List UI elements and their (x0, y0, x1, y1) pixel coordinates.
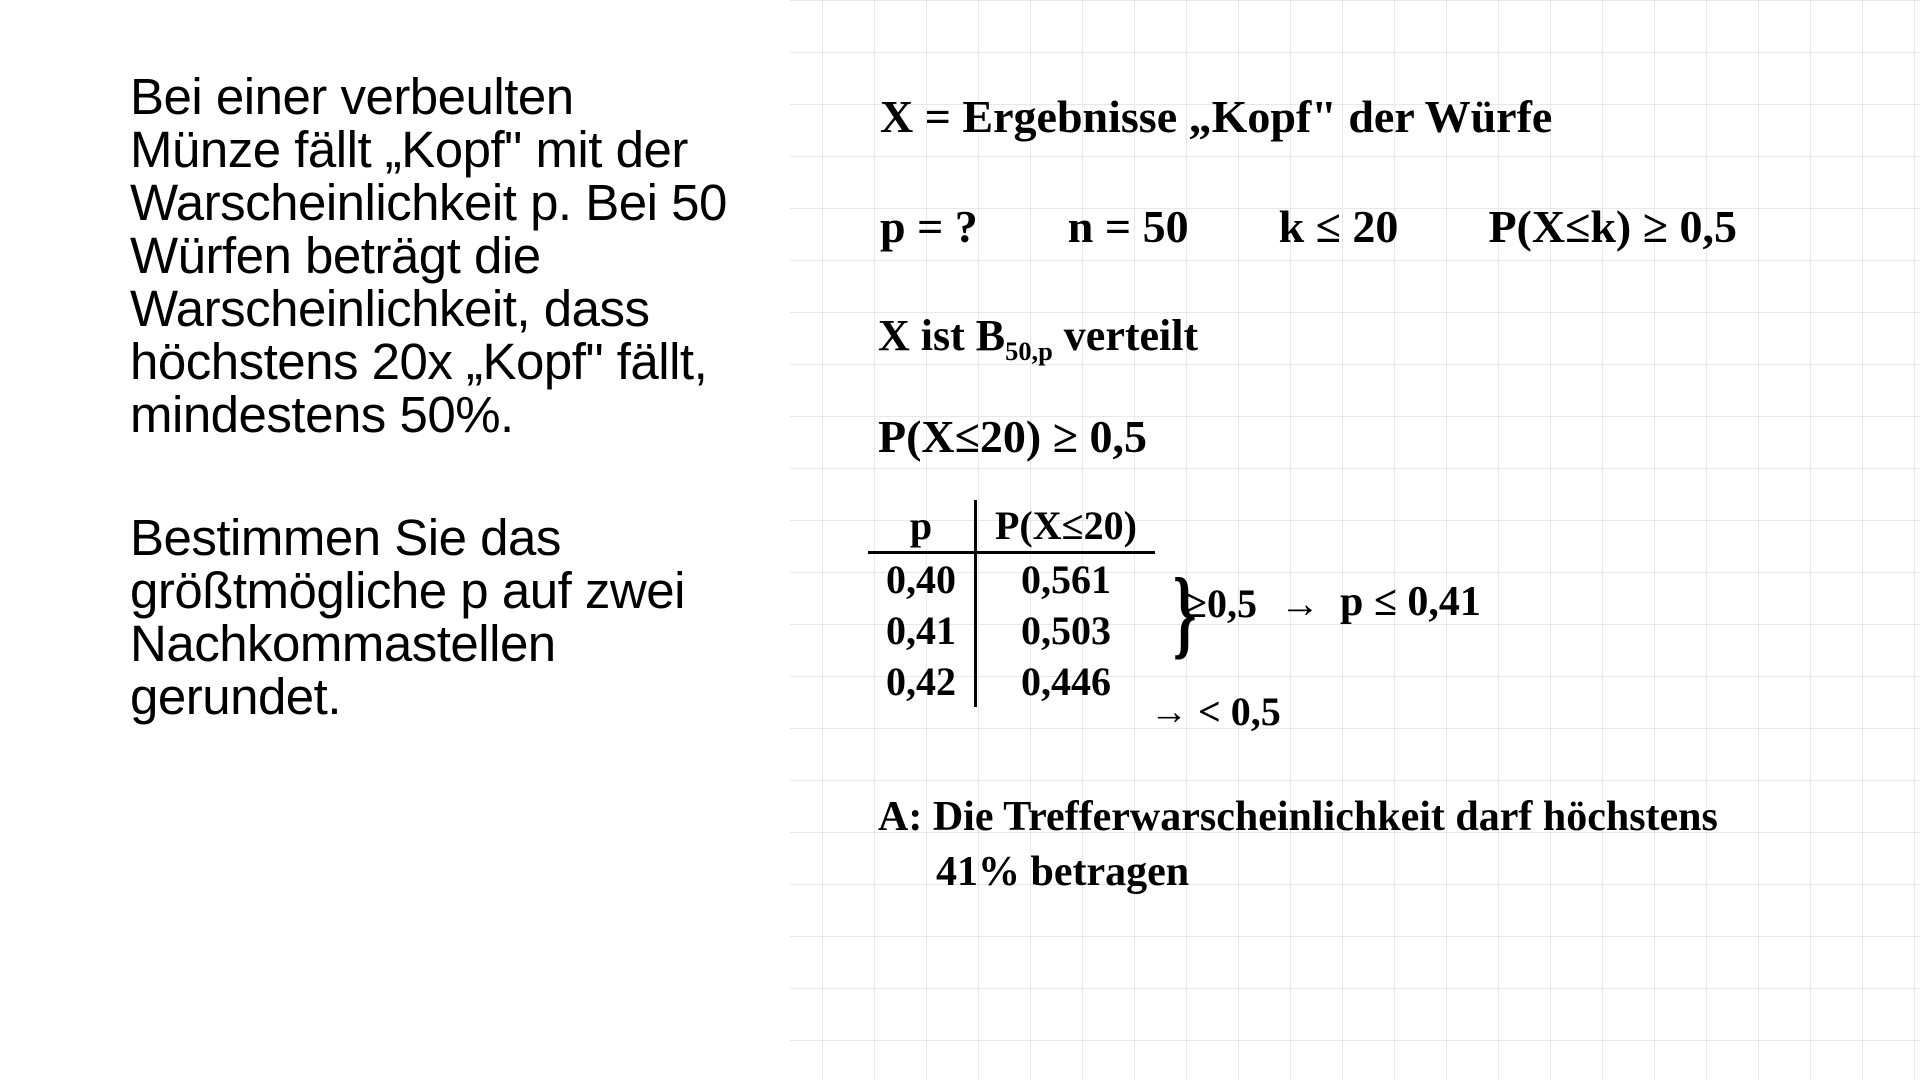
result-p: p ≤ 0,41 (1340, 578, 1481, 626)
worksheet-panel: X = Ergebnisse „Kopf" der Würfe p = ? n … (790, 0, 1920, 1080)
table-header-p: p (868, 500, 976, 553)
table-row: 0,41 0,503 (868, 605, 1155, 656)
probability-table-wrap: p P(X≤20) 0,40 0,561 0,41 0,503 0,42 0,4… (868, 500, 1155, 707)
problem-panel: Bei einer verbeulten Münze fällt „Kopf" … (0, 0, 790, 1080)
param-n: n = 50 (1068, 200, 1189, 253)
cell-p: 0,41 (868, 605, 976, 656)
condition-lt: < 0,5 (1198, 688, 1281, 735)
definition-line: X = Ergebnisse „Kopf" der Würfe (880, 90, 1552, 143)
table-row: 0,40 0,561 (868, 553, 1155, 606)
cell-p: 0,42 (868, 656, 976, 707)
dist-suffix: verteilt (1053, 311, 1198, 360)
dist-sub: 50,p (1005, 336, 1053, 366)
arrow-icon: → (1280, 580, 1320, 627)
cell-px: 0,503 (976, 605, 1155, 656)
answer-line-1: Die Trefferwarscheinlichkeit darf höchst… (933, 794, 1718, 840)
distribution-line: X ist B50,p verteilt (878, 310, 1198, 367)
arrow-icon: → (1150, 690, 1188, 734)
cell-px: 0,561 (976, 553, 1155, 606)
table-header-px: P(X≤20) (976, 500, 1155, 553)
probability-table: p P(X≤20) 0,40 0,561 0,41 0,503 0,42 0,4… (868, 500, 1155, 707)
answer-block: A: Die Trefferwarscheinlichkeit darf höc… (878, 790, 1838, 899)
answer-prefix: A: (878, 794, 922, 840)
param-p: p = ? (880, 200, 978, 253)
cell-p: 0,40 (868, 553, 976, 606)
table-header-row: p P(X≤20) (868, 500, 1155, 553)
condition-ge: ≥0,5 (1185, 580, 1257, 627)
problem-paragraph-1: Bei einer verbeulten Münze fällt „Kopf" … (130, 70, 730, 441)
problem-paragraph-2: Bestimmen Sie das größtmögliche p auf zw… (130, 511, 730, 723)
inequality-line: P(X≤20) ≥ 0,5 (878, 410, 1147, 463)
answer-line-2: 41% betragen (878, 845, 1838, 900)
parameters-line: p = ? n = 50 k ≤ 20 P(X≤k) ≥ 0,5 (880, 200, 1737, 253)
cell-px: 0,446 (976, 656, 1155, 707)
dist-prefix: X ist B (878, 311, 1005, 360)
table-row: 0,42 0,446 (868, 656, 1155, 707)
param-k: k ≤ 20 (1279, 200, 1399, 253)
param-prob: P(X≤k) ≥ 0,5 (1488, 200, 1737, 253)
